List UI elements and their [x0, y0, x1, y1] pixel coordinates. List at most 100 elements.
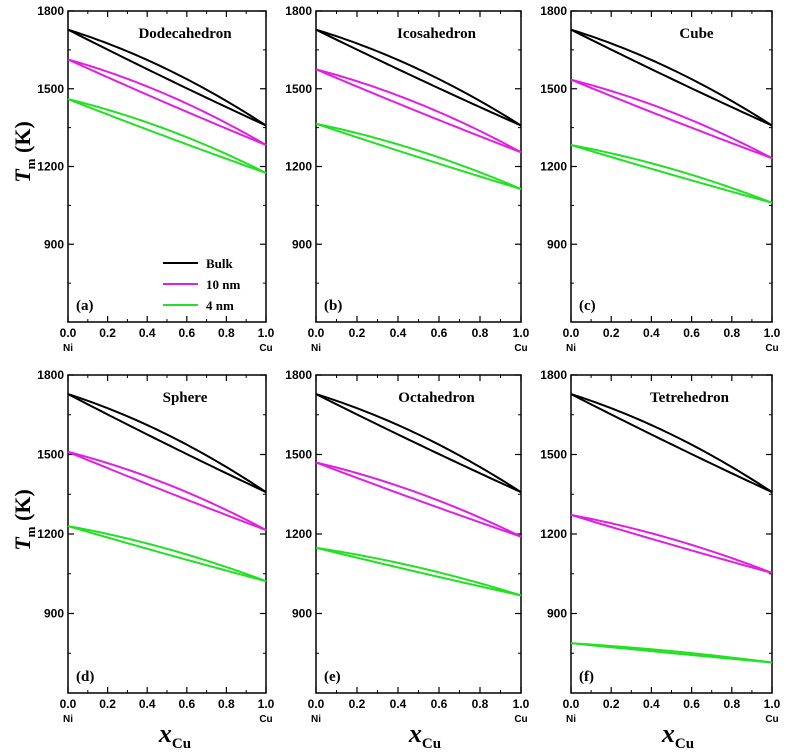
legend: Bulk 10 nm 4 nm [163, 256, 240, 313]
x-end-element-label: Cu [514, 714, 527, 725]
x-tick-label: 0.8 [723, 326, 740, 340]
x-tick-label: 0.6 [431, 326, 448, 340]
x-end-element-label: Cu [765, 343, 778, 354]
x-start-element-label: Ni [566, 714, 576, 725]
svg-text:Tm (K): Tm (K) [10, 121, 38, 183]
x-axis-label-middle: xCu [408, 719, 441, 752]
liquidus-line-bulk [570, 393, 773, 493]
panel-title: Octahedron [398, 390, 475, 406]
solidus-line-10nm [315, 461, 522, 538]
panel-title: Tetrehedron [650, 390, 730, 406]
liquidus-line-10nm [67, 58, 267, 146]
x-tick-label: 0.4 [390, 697, 407, 711]
liquidus-line-bulk [315, 393, 522, 493]
x-start-element-label: Ni [63, 343, 73, 354]
liquidus-line-10nm [315, 461, 522, 538]
x-tick-label: 0.4 [643, 697, 660, 711]
solidus-line-10nm [67, 450, 267, 531]
y-tick-label: 1800 [37, 4, 64, 18]
plot-frame [315, 374, 522, 694]
y-label-sub: m [23, 158, 38, 169]
x-tick-label: 0.6 [178, 326, 195, 340]
solidus-line-4nm [67, 98, 267, 174]
x-tick-label: 0.2 [603, 326, 620, 340]
series-10nm [570, 513, 773, 574]
liquidus-line-bulk [67, 28, 267, 127]
solidus-line-bulk [570, 28, 773, 127]
panel-title: Sphere [163, 390, 208, 406]
plot-frame [67, 10, 267, 323]
series-bulk [315, 28, 522, 127]
x-tick-label: 0.4 [139, 326, 156, 340]
series-bulk [570, 393, 773, 494]
x-tick-label: 1.0 [513, 697, 530, 711]
y-tick-label: 900 [44, 237, 64, 251]
x-tick-label: 0.0 [563, 697, 580, 711]
panel-letter: (d) [76, 669, 94, 685]
y-label-unit: (K) [10, 121, 35, 158]
x-tick-label: 0.2 [99, 326, 116, 340]
x-tick-label: 0.8 [218, 326, 235, 340]
solidus-line-bulk [67, 28, 267, 127]
x-tick-label: 0.2 [99, 697, 116, 711]
x-tick-label: 0.0 [308, 697, 325, 711]
liquidus-line-bulk [315, 28, 522, 127]
liquidus-line-10nm [67, 450, 267, 531]
plot-frame [570, 10, 773, 323]
x-tick-label: 0.2 [349, 697, 366, 711]
panel-5: 900 1200 1500 1800 0.0 0.2 0.4 0.6 0.8 1.0 Ni Cu Oct… [285, 368, 529, 725]
x-tick-label: 1.0 [258, 326, 275, 340]
panel-title: Icosahedron [397, 26, 477, 42]
series-10nm [315, 461, 522, 538]
series-4nm [570, 144, 773, 204]
y-label-main: T [10, 536, 35, 551]
x-end-element-label: Cu [259, 343, 272, 354]
liquidus-line-4nm [67, 525, 267, 583]
series-bulk [67, 28, 267, 127]
liquidus-line-4nm [315, 546, 522, 597]
x-tick-label: 0.6 [683, 326, 700, 340]
y-tick-label: 1200 [285, 160, 312, 174]
y-tick-label: 1500 [285, 82, 312, 96]
y-label-unit: (K) [10, 489, 35, 526]
x-start-element-label: Ni [311, 714, 321, 725]
series-4nm [570, 642, 773, 664]
x-tick-label: 0.2 [349, 326, 366, 340]
solidus-line-10nm [67, 58, 267, 146]
x-end-element-label: Cu [765, 714, 778, 725]
y-tick-label: 1500 [540, 448, 567, 462]
y-axis-label-bottom: Tm (K) [10, 489, 38, 551]
x-end-element-label: Cu [514, 343, 527, 354]
panel-letter: (f) [579, 669, 594, 685]
y-tick-label: 900 [547, 607, 567, 621]
panel-letter: (a) [76, 298, 94, 314]
plot-frame [315, 10, 522, 323]
y-tick-label: 900 [44, 607, 64, 621]
panel-title: Cube [679, 26, 714, 42]
x-start-element-label: Ni [566, 343, 576, 354]
y-tick-label: 1500 [285, 448, 312, 462]
x-tick-label: 0.4 [643, 326, 660, 340]
y-tick-label: 1800 [540, 4, 567, 18]
x-tick-label: 0.0 [308, 326, 325, 340]
liquidus-line-10nm [570, 78, 773, 160]
series-10nm [570, 78, 773, 160]
series-bulk [315, 393, 522, 494]
x-tick-label: 0.4 [390, 326, 407, 340]
series-10nm [315, 68, 522, 154]
panels-group: 900 1200 1500 1800 0.0 0.2 0.4 0.6 0.8 1.0 Ni Cu Dod… [37, 4, 780, 725]
series-10nm [67, 58, 267, 146]
y-tick-label: 1200 [540, 527, 567, 541]
x-axis-label-right: xCu [661, 719, 694, 752]
liquidus-line-4nm [570, 642, 773, 664]
solidus-line-bulk [315, 393, 522, 494]
solidus-line-bulk [67, 393, 267, 494]
y-tick-label: 900 [547, 237, 567, 251]
liquidus-line-4nm [570, 144, 773, 204]
svg-text:Tm (K): Tm (K) [10, 489, 38, 551]
y-tick-label: 1800 [37, 368, 64, 382]
series-4nm [315, 546, 522, 597]
solidus-line-10nm [570, 513, 773, 574]
solidus-line-4nm [315, 122, 522, 191]
